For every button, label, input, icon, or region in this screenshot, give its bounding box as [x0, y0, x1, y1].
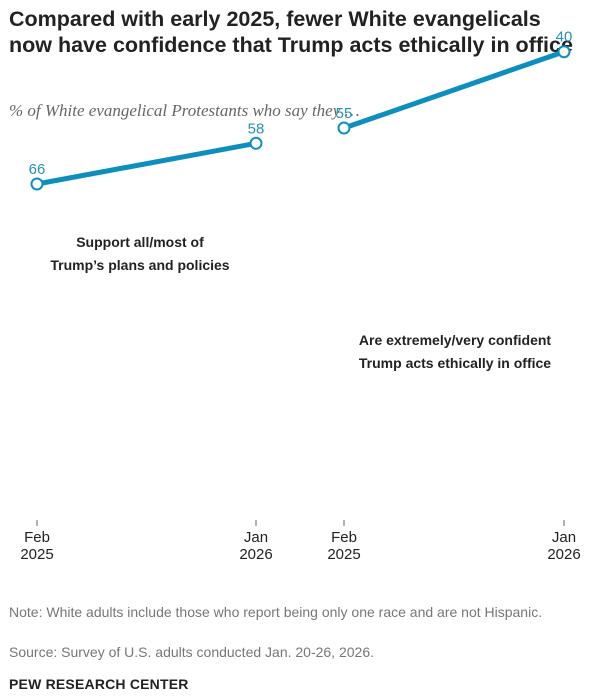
chart-subtitle: % of White evangelical Protestants who s… [9, 101, 360, 120]
data-label: 58 [248, 120, 265, 137]
x-tick-label-month: Jan [552, 529, 576, 546]
series-line [341, 49, 567, 131]
data-label: 55 [336, 105, 353, 122]
x-tick-label-year: 2025 [20, 546, 53, 563]
chart-source: Source: Survey of U.S. adults conducted … [9, 644, 374, 660]
chart-title: Compared with early 2025, fewer White ev… [9, 7, 573, 57]
series-label: Support all/most of [76, 234, 204, 250]
chart-note: Note: White adults include those who rep… [9, 604, 543, 620]
data-point [30, 177, 44, 191]
x-tick-label-month: Jan [244, 529, 268, 546]
brand-logo-text: PEW RESEARCH CENTER [9, 676, 189, 692]
data-label: 66 [29, 161, 46, 178]
series-label: Are extremely/very confident [359, 332, 552, 348]
data-point [337, 121, 351, 135]
x-tick-label-year: 2025 [327, 546, 360, 563]
x-tick-label-month: Feb [331, 529, 357, 546]
data-label: 40 [556, 29, 573, 46]
data-point [249, 136, 263, 150]
series-line [34, 140, 259, 187]
series-label: Trump acts ethically in office [359, 355, 551, 371]
data-point [557, 45, 571, 59]
x-tick-label-year: 2026 [547, 546, 580, 563]
series-label: Trump’s plans and policies [50, 257, 229, 273]
x-tick-label-month: Feb [24, 529, 50, 546]
x-tick-label-year: 2026 [239, 546, 272, 563]
